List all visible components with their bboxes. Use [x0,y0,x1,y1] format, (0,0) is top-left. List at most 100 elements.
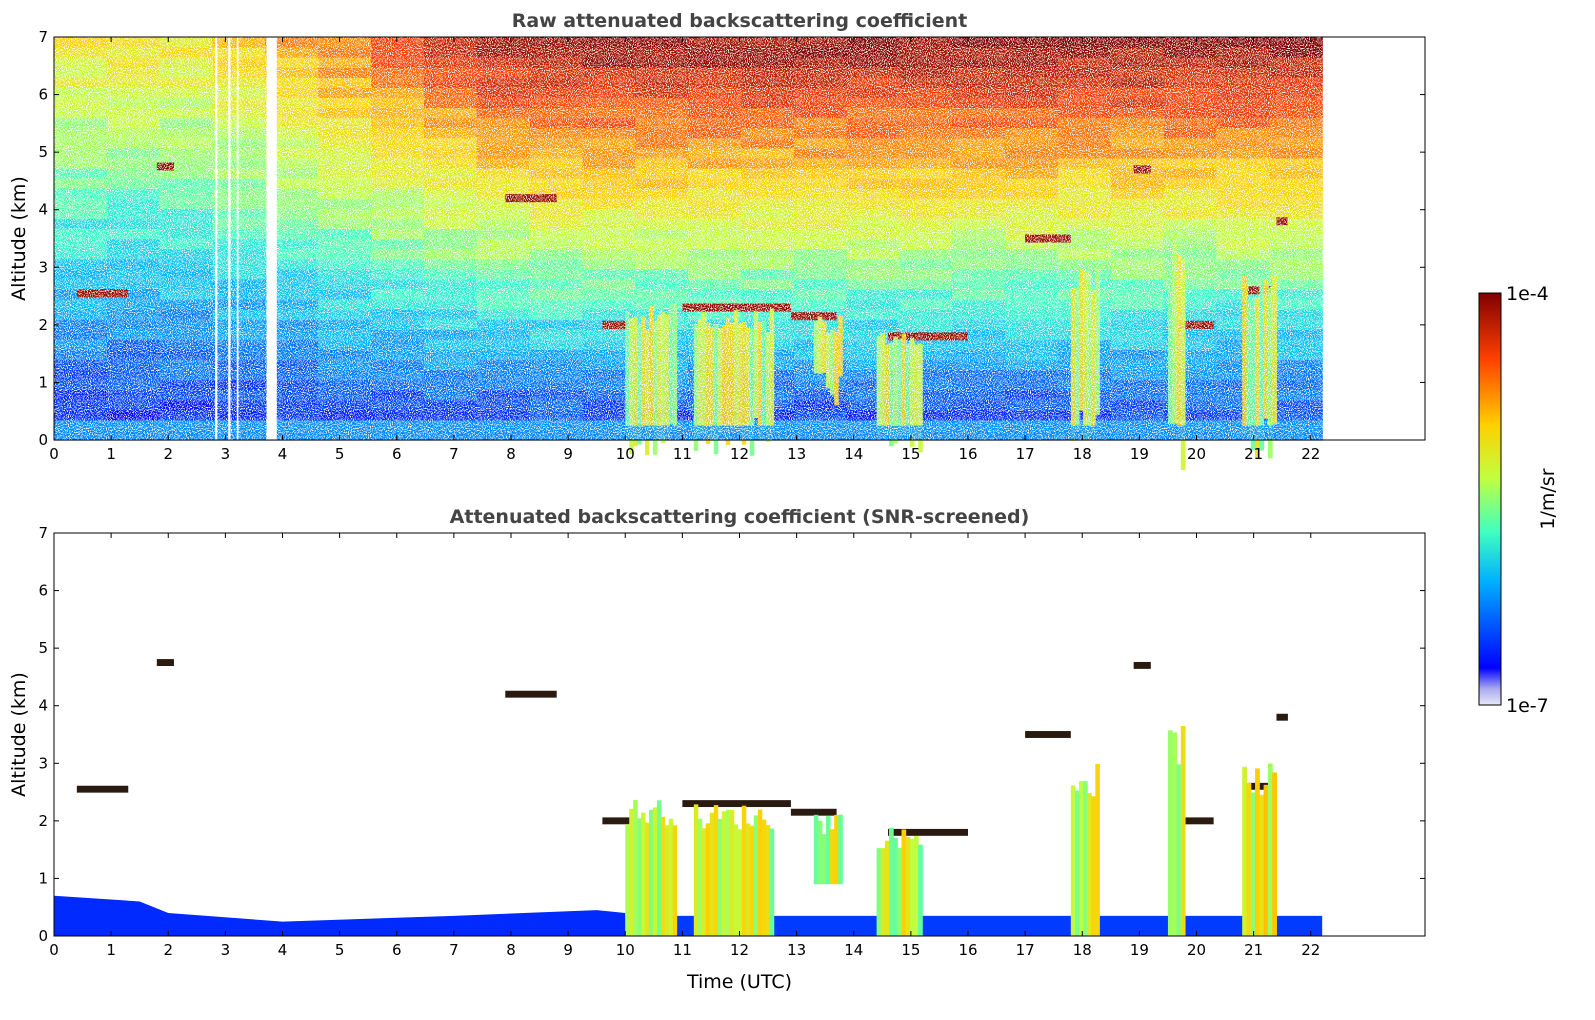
top-missing-data-gaps [215,37,277,440]
y-tick-label: 7 [38,28,48,46]
x-tick-label: 18 [1073,445,1092,463]
x-tick-label: 8 [506,445,516,463]
missing-data-gap [266,37,277,440]
precipitation-column [889,827,894,936]
missing-data-gap [236,37,239,440]
x-tick-label: 16 [958,941,977,959]
precipitation-column [1083,781,1088,936]
x-tick-label: 5 [335,941,345,959]
precipitation-column [1074,790,1080,936]
x-tick-label: 0 [49,445,59,463]
precipitation-column [733,824,739,936]
precipitation-column [1259,794,1265,936]
x-tick-label: 9 [563,941,573,959]
precipitation-column [1263,784,1269,936]
x-tick-label: 14 [844,941,863,959]
x-tick-label: 7 [449,941,459,959]
cloud-layer [1179,817,1214,825]
precipitation-column [1272,772,1277,936]
precipitation-column [1246,782,1252,936]
precipitation-column [641,812,646,936]
precipitation-column [1250,792,1256,936]
y-tick-label: 0 [38,927,48,945]
precipitation-column [629,808,634,936]
precipitation-column [834,814,839,885]
precipitation-column [660,816,666,936]
x-tick-label: 12 [730,941,749,959]
top-y-ticks: 0 1 2 3 4 5 6 7 [38,28,1425,449]
x-tick-label: 17 [1016,445,1035,463]
precipitation-column [741,805,747,936]
precipitation-column [913,836,919,936]
x-tick-label: 6 [392,445,402,463]
precipitation-column [901,829,907,936]
x-tick-label: 21 [1244,941,1263,959]
colorbar-unit-label: 1/m/sr [1537,468,1559,529]
y-tick-label: 5 [38,639,48,657]
x-tick-label: 2 [163,445,173,463]
colorbar-min-label: 1e-7 [1506,695,1549,717]
precipitation-column [633,800,638,936]
x-tick-label: 6 [392,941,402,959]
precipitation-column [905,836,911,936]
x-tick-label: 0 [49,941,59,959]
x-tick-label: 3 [221,445,231,463]
precipitation-column [838,814,843,885]
top-x-ticks: 0 1 2 3 4 5 6 7 8 9 10 11 12 13 14 15 16 17 18 19 20 21 22 [49,37,1320,463]
top-chart-title: Raw attenuated backscattering coefficien… [512,10,968,32]
cloud-layer [682,800,791,808]
boundary-layer-aerosol [54,895,626,936]
precipitation-column [749,825,755,936]
bottom-y-axis-label: Altitude (km) [8,672,30,797]
x-tick-label: 19 [1130,941,1149,959]
cloud-layer [790,808,837,816]
x-tick-label: 21 [1244,445,1263,463]
bottom-y-ticks: 0 1 2 3 4 5 6 7 [38,524,1425,945]
precipitation-column [664,825,670,936]
precipitation-column [725,809,731,936]
cloud-layer [76,785,129,793]
x-tick-label: 18 [1073,941,1092,959]
x-tick-label: 11 [673,445,692,463]
x-tick-label: 2 [163,941,173,959]
precipitation-column [817,820,823,885]
y-tick-label: 4 [38,697,48,715]
x-tick-label: 20 [1187,941,1206,959]
precipitation-column [1091,796,1096,936]
precipitation-column [876,848,882,936]
precipitation-column [1255,768,1260,936]
x-tick-label: 1 [106,445,116,463]
x-tick-label: 13 [787,941,806,959]
precipitation-column [1167,730,1173,936]
y-tick-label: 7 [38,524,48,542]
precipitation-column [645,822,650,936]
precipitation-column [713,805,719,936]
precipitation-column [813,814,819,885]
x-tick-label: 22 [1301,941,1320,959]
x-tick-label: 15 [901,941,920,959]
y-tick-label: 5 [38,143,48,161]
boundary-layer-aerosol [625,915,1323,936]
x-tick-label: 10 [616,941,635,959]
precipitation-column [709,812,715,936]
precipitation-column [1172,732,1178,936]
y-tick-label: 2 [38,316,48,334]
precipitation-column [1095,763,1100,936]
precipitation-column [1242,766,1247,936]
precipitation-column [769,828,775,936]
x-tick-label: 22 [1301,445,1320,463]
precipitation-column [1087,793,1092,936]
missing-data-gap [228,37,231,440]
x-tick-label: 11 [673,941,692,959]
precipitation-column [637,818,642,936]
x-tick-label: 19 [1130,445,1149,463]
bottom-x-ticks: 0 1 2 3 4 5 6 7 8 9 10 11 12 13 14 15 16 17 18 19 20 21 22 [49,533,1320,959]
precipitation-column [761,819,767,936]
raw-backscatter-panel: Raw attenuated backscattering coefficien… [8,10,1426,471]
precipitation-column [745,823,751,936]
x-tick-label: 5 [335,445,345,463]
cloud-layer [1276,713,1288,721]
precipitation-column [897,847,903,936]
y-tick-label: 1 [38,869,48,887]
top-heatmap-noise [54,37,1323,440]
